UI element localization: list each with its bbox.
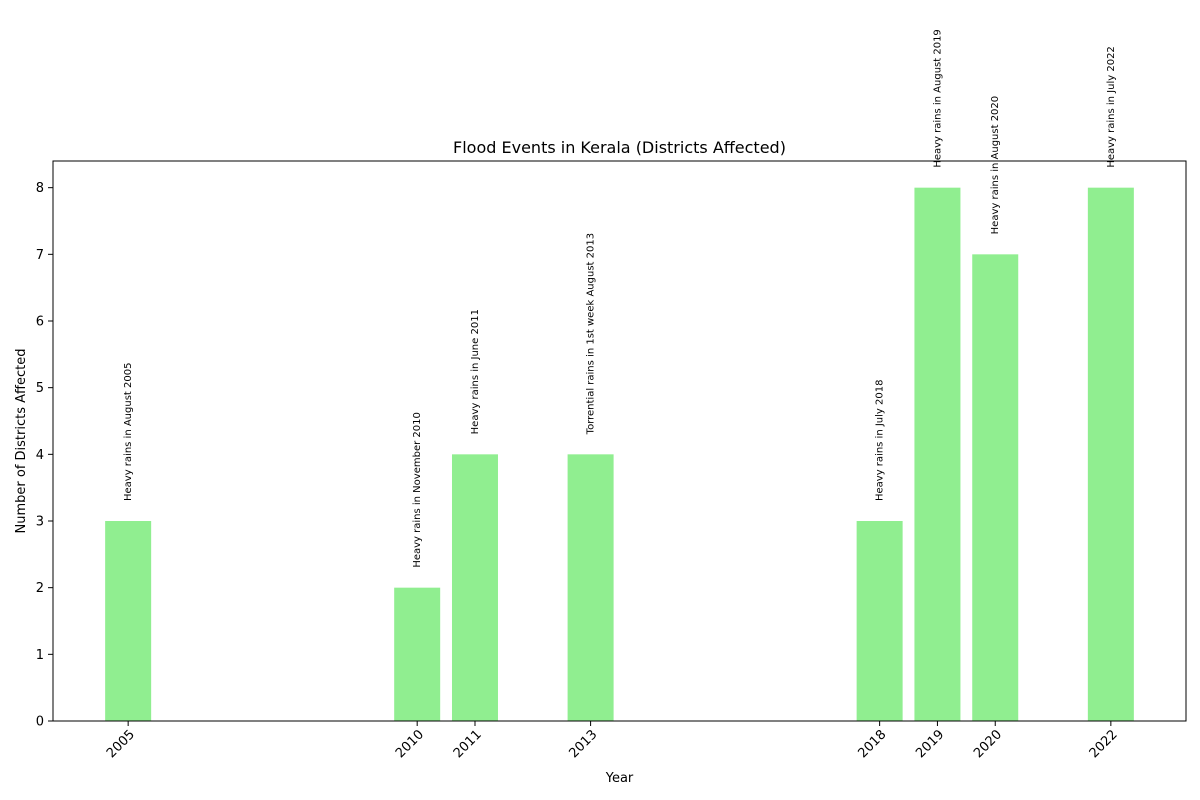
bars-group <box>105 187 1134 722</box>
annotation-2005: Heavy rains in August 2005 <box>123 363 134 501</box>
bar-2005 <box>105 521 152 721</box>
x-tick-label-2018: 2018 <box>855 727 889 761</box>
y-axis-label: Number of Districts Affected <box>14 349 29 534</box>
plot-area-frame <box>52 160 1187 722</box>
y-tick-label-1: 1 <box>36 648 44 663</box>
bar-2018 <box>856 521 903 721</box>
x-axis-label: Year <box>605 771 634 786</box>
annotation-2020: Heavy rains in August 2020 <box>990 96 1001 234</box>
y-tick-label-4: 4 <box>36 448 44 463</box>
y-tick-label-2: 2 <box>36 581 44 596</box>
x-tick-label-2022: 2022 <box>1087 727 1121 761</box>
bar-2020 <box>972 254 1019 722</box>
chart-title: Flood Events in Kerala (Districts Affect… <box>453 138 786 157</box>
bar-2011 <box>451 454 498 721</box>
x-tick-label-2013: 2013 <box>566 727 600 761</box>
y-tick-label-0: 0 <box>36 715 44 730</box>
y-tick-label-7: 7 <box>36 248 44 263</box>
y-tick-label-5: 5 <box>36 381 44 396</box>
annotations-group: Heavy rains in August 2005 Heavy rains in… <box>123 29 1117 567</box>
x-tick-label-2020: 2020 <box>971 727 1005 761</box>
x-axis: 2005 2010 2011 2013 2018 2019 2020 2022 <box>104 721 1121 761</box>
bar-2019 <box>914 187 961 721</box>
x-tick-label-2005: 2005 <box>104 727 138 761</box>
bar-2022 <box>1087 187 1134 721</box>
x-tick-label-2011: 2011 <box>451 727 485 761</box>
bar-2010 <box>394 587 441 721</box>
annotation-2011: Heavy rains in June 2011 <box>470 309 481 434</box>
y-axis: 0 1 2 3 4 5 6 7 8 <box>36 181 53 730</box>
y-tick-label-6: 6 <box>36 315 44 330</box>
x-tick-label-2010: 2010 <box>393 727 427 761</box>
annotation-2018: Heavy rains in July 2018 <box>875 380 886 501</box>
y-tick-label-3: 3 <box>36 515 44 530</box>
y-tick-label-8: 8 <box>36 181 44 196</box>
bar-2013 <box>567 454 614 721</box>
annotation-2019: Heavy rains in August 2019 <box>932 29 943 167</box>
annotation-2010: Heavy rains in November 2010 <box>412 412 423 568</box>
x-tick-label-2019: 2019 <box>913 727 947 761</box>
annotation-2022: Heavy rains in July 2022 <box>1106 46 1117 167</box>
annotation-2013: Torrential rains in 1st week August 2013 <box>586 233 597 435</box>
